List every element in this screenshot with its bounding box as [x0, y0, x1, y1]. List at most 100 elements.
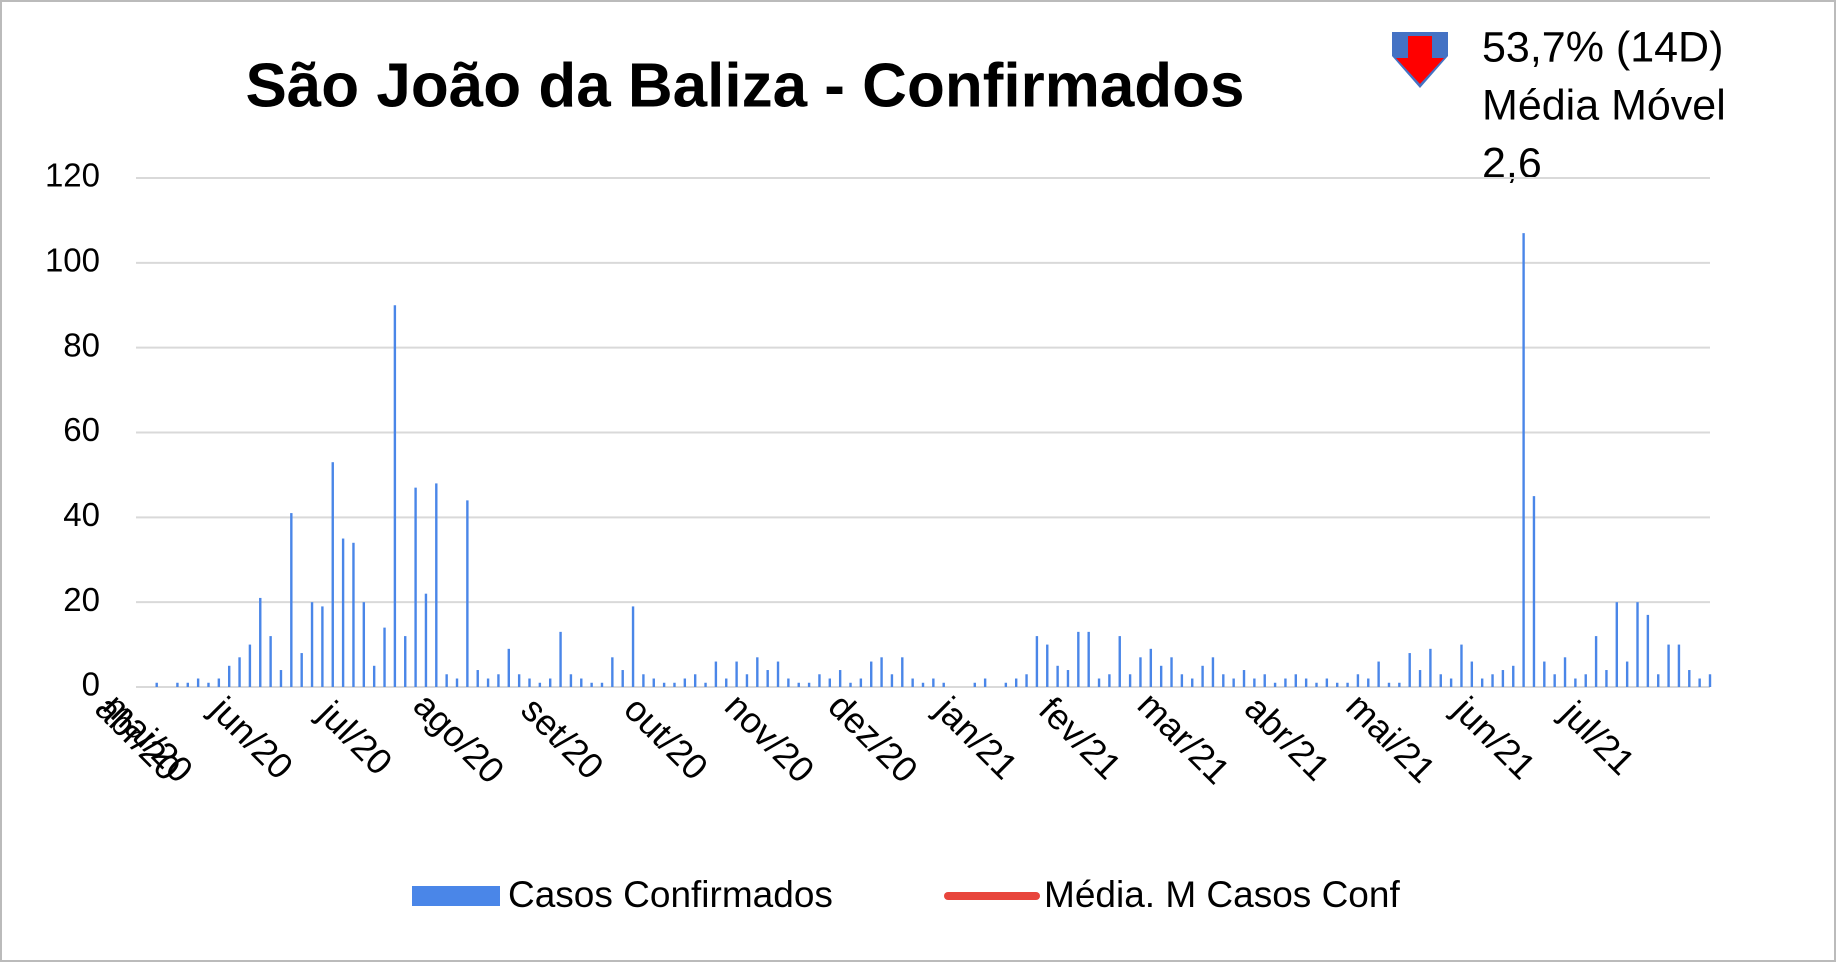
bar	[1698, 678, 1701, 687]
bar	[1667, 644, 1670, 687]
bar	[321, 606, 324, 687]
bar	[1439, 674, 1442, 687]
bar	[290, 513, 293, 687]
bar	[1325, 678, 1329, 687]
bar	[1149, 648, 1153, 687]
bar	[797, 682, 800, 687]
bar	[673, 682, 676, 687]
bar	[1211, 657, 1215, 687]
bar	[1191, 678, 1194, 687]
bar	[1232, 678, 1235, 687]
bar	[1108, 674, 1111, 687]
y-tick-label: 20	[63, 581, 100, 618]
bar	[776, 661, 780, 687]
bar	[1273, 682, 1277, 687]
bar	[1574, 678, 1577, 687]
chart-title: São João da Baliza - Confirmados	[245, 51, 1244, 120]
bar	[1636, 602, 1639, 687]
bar	[807, 682, 811, 687]
bar	[1398, 682, 1401, 687]
annotation: Média Móvel	[1482, 81, 1726, 129]
bar	[1201, 665, 1204, 687]
bar	[1025, 674, 1028, 687]
bar	[559, 631, 562, 687]
bar	[880, 657, 883, 687]
bar	[1532, 496, 1536, 687]
bar	[414, 487, 417, 687]
bar	[383, 627, 386, 687]
legend-label: Casos Confirmados	[508, 874, 833, 915]
bar	[1470, 661, 1474, 687]
bar	[1066, 670, 1070, 687]
bar	[1118, 636, 1121, 687]
bar	[1284, 678, 1287, 687]
bar	[1377, 661, 1380, 687]
bar	[1367, 678, 1370, 687]
bar	[1657, 674, 1660, 687]
annotation: 53,7% (14D)	[1482, 23, 1723, 71]
bar	[590, 682, 593, 687]
bar	[766, 670, 769, 687]
bar	[331, 462, 334, 687]
bar	[828, 678, 832, 687]
bar	[1253, 678, 1256, 687]
bar	[600, 682, 604, 687]
bar	[683, 678, 687, 687]
bar	[1625, 661, 1629, 687]
bar	[911, 678, 914, 687]
bar	[1035, 636, 1039, 687]
bar	[549, 678, 552, 687]
bar	[1336, 682, 1339, 687]
bar	[455, 678, 459, 687]
bar	[310, 602, 314, 687]
bar	[279, 670, 283, 687]
bar	[942, 682, 945, 687]
bar	[1346, 682, 1349, 687]
bar	[1522, 233, 1525, 687]
bar	[362, 602, 366, 687]
bar	[1014, 678, 1018, 687]
bar	[1387, 682, 1391, 687]
bar	[973, 682, 976, 687]
bar	[1408, 653, 1411, 687]
bar	[1139, 657, 1142, 687]
bar	[704, 682, 707, 687]
bar	[1512, 665, 1515, 687]
bar	[507, 648, 510, 687]
bar	[424, 593, 428, 687]
bar	[1491, 674, 1494, 687]
bar	[248, 644, 252, 687]
y-tick-label: 40	[63, 496, 100, 533]
bar	[528, 678, 531, 687]
bar	[393, 305, 397, 687]
bar	[818, 674, 821, 687]
bar	[714, 661, 718, 687]
bar	[1501, 670, 1505, 687]
bar	[497, 674, 500, 687]
bar	[404, 636, 407, 687]
bar	[466, 500, 469, 687]
bar	[476, 670, 479, 687]
legend-label: Média. M Casos Conf	[1044, 874, 1400, 915]
down-arrow	[1396, 36, 1444, 84]
bar	[1077, 631, 1080, 687]
bar	[435, 483, 438, 687]
bar	[693, 674, 697, 687]
bar	[569, 674, 573, 687]
bar	[1584, 674, 1587, 687]
bar	[1056, 665, 1059, 687]
bar	[631, 606, 635, 687]
bar	[1708, 674, 1712, 687]
bar	[652, 678, 655, 687]
bar	[1480, 678, 1484, 687]
bar	[1605, 670, 1608, 687]
y-tick-label: 60	[63, 411, 100, 448]
bar	[1087, 631, 1090, 687]
bar	[621, 670, 624, 687]
bar	[1594, 636, 1598, 687]
bar	[486, 678, 490, 687]
bar	[1294, 674, 1297, 687]
bar	[217, 678, 221, 687]
